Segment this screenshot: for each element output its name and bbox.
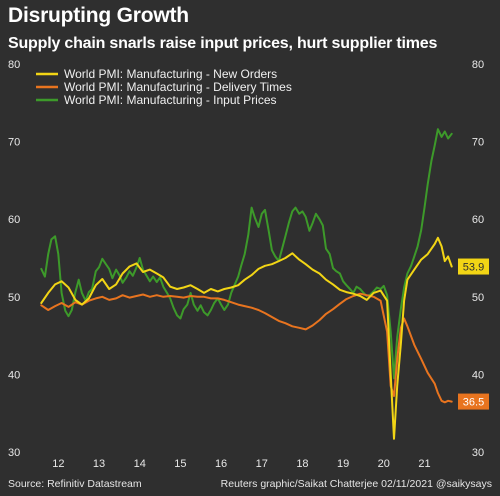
end-label-value: 36.5 <box>463 397 484 409</box>
x-tick-label: 17 <box>256 458 268 470</box>
x-tick-label: 19 <box>337 458 349 470</box>
credit-note: Reuters graphic/Saikat Chatterjee 02/11/… <box>220 478 492 490</box>
end-label-box <box>458 258 489 275</box>
series-line <box>40 236 453 440</box>
legend-label: World PMI: Manufacturing - Delivery Time… <box>64 80 292 94</box>
series-line <box>40 128 453 380</box>
y-tick-label-left: 60 <box>8 214 20 226</box>
source-note: Source: Refinitiv Datastream <box>8 478 142 490</box>
y-tick-label-left: 30 <box>8 447 20 459</box>
y-tick-label-left: 80 <box>8 59 20 71</box>
x-tick-label: 14 <box>134 458 146 470</box>
x-tick-label: 21 <box>418 458 430 470</box>
end-label-box <box>458 393 489 410</box>
y-tick-label-right: 50 <box>472 292 484 304</box>
y-tick-label-left: 70 <box>8 137 20 149</box>
y-tick-label-right: 40 <box>472 369 484 381</box>
x-axis: 12 13 14 15 16 17 18 19 20 21 <box>52 458 430 470</box>
chart-title: Disrupting Growth <box>8 4 189 27</box>
x-tick-label: 15 <box>174 458 186 470</box>
legend-label: World PMI: Manufacturing - New Orders <box>64 67 277 81</box>
x-tick-label: 13 <box>93 458 105 470</box>
series-line <box>40 292 453 404</box>
y-tick-label-right: 60 <box>472 214 484 226</box>
y-tick-label-right: 70 <box>472 137 484 149</box>
chart-subtitle: Supply chain snarls raise input prices, … <box>8 35 438 52</box>
series-lines <box>40 128 453 440</box>
x-tick-label: 18 <box>296 458 308 470</box>
y-tick-label-left: 40 <box>8 369 20 381</box>
legend: World PMI: Manufacturing - New OrdersWor… <box>36 67 292 107</box>
end-value-labels: 53.9 36.5 <box>458 258 489 410</box>
y-tick-label-right: 80 <box>472 59 484 71</box>
y-axis-right: 30 40 50 60 70 80 <box>472 59 484 459</box>
y-tick-label-left: 50 <box>8 292 20 304</box>
y-axis-left: 30 40 50 60 70 80 <box>8 59 20 459</box>
y-tick-label-right: 30 <box>472 447 484 459</box>
legend-label: World PMI: Manufacturing - Input Prices <box>64 93 277 107</box>
end-label-value: 53.9 <box>463 262 484 274</box>
x-tick-label: 12 <box>52 458 64 470</box>
x-tick-label: 20 <box>378 458 390 470</box>
x-tick-label: 16 <box>215 458 227 470</box>
